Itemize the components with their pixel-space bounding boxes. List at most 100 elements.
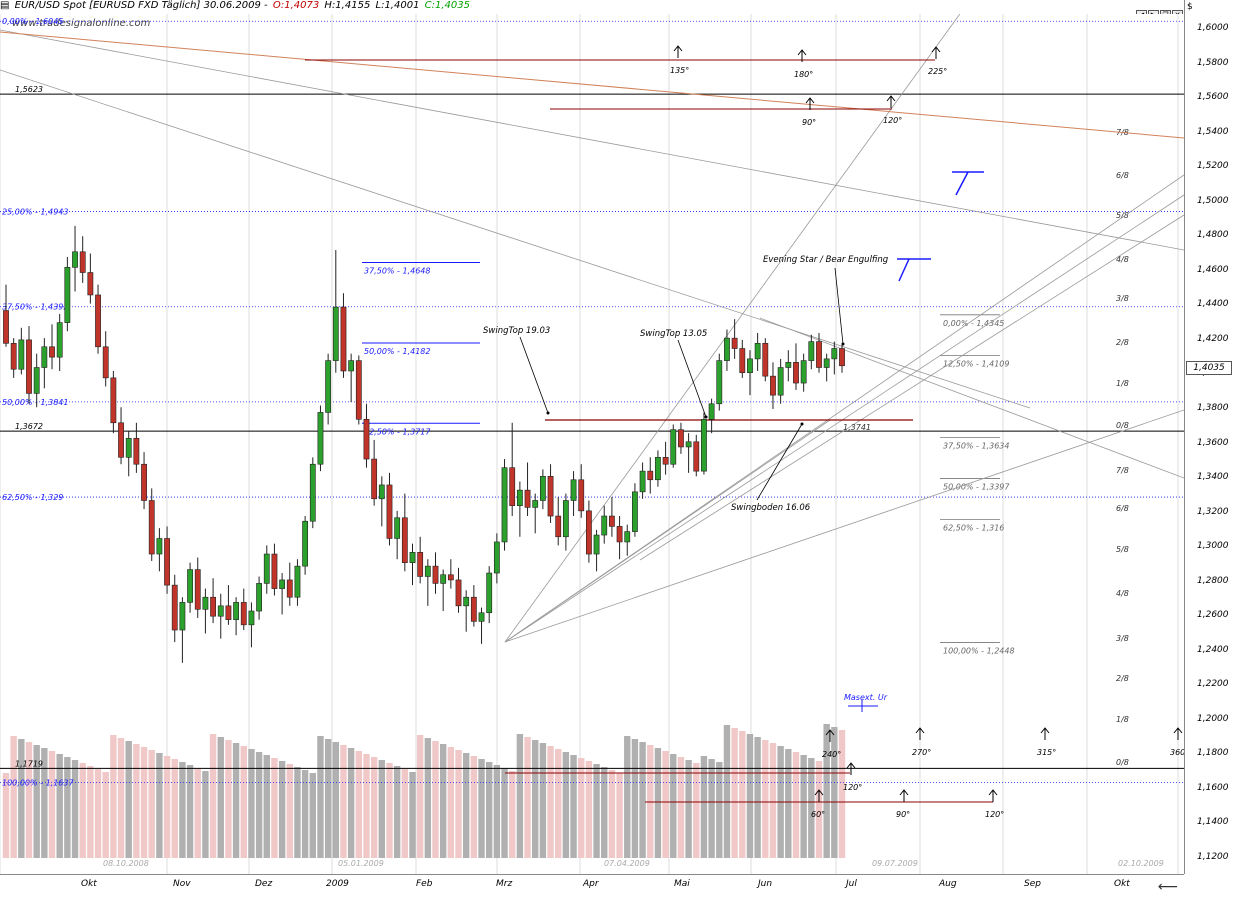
candle-body	[378, 484, 385, 500]
volume-bar	[278, 761, 286, 858]
volume-bar	[163, 756, 171, 858]
candle-body	[570, 479, 577, 501]
horizontal-level-label: 1,1719	[15, 759, 43, 768]
candle-body	[294, 565, 301, 598]
volume-bar	[593, 764, 600, 858]
volume-bar	[363, 754, 370, 858]
y-tick-label: 1,2400	[1197, 644, 1229, 655]
octave-label: 4/8	[1116, 255, 1129, 264]
candle-body	[248, 610, 255, 626]
candle-body	[609, 515, 615, 527]
horizontal-level-label: 1,3672	[15, 422, 43, 431]
candle-body	[470, 596, 477, 622]
resize-handle-icon[interactable]: ⟵	[1157, 879, 1178, 895]
arrow-head-icon	[988, 789, 998, 796]
time-axis[interactable]: ⟵	[0, 874, 1184, 907]
watermark: www.tradesignalonline.com	[12, 18, 151, 29]
gann-fan-line	[504, 194, 1184, 643]
candle-body	[3, 310, 9, 344]
volume-bar	[578, 758, 585, 858]
arrow-head-icon	[931, 46, 941, 53]
y-tick-label: 1,5600	[1197, 92, 1229, 103]
candle-body	[447, 574, 454, 581]
price-axis[interactable]: $	[1184, 0, 1234, 874]
candle-body	[302, 520, 309, 567]
candle-body	[72, 251, 78, 268]
candle-body	[179, 602, 186, 631]
volume-bar	[48, 751, 56, 858]
volume-bar	[56, 754, 63, 858]
candle-body	[332, 306, 339, 361]
candle-body	[685, 441, 692, 448]
candle-body	[808, 341, 815, 361]
candle-body	[624, 531, 631, 543]
arrow-head-icon	[704, 415, 708, 419]
y-tick-label: 1,5200	[1197, 161, 1229, 172]
candle-body	[233, 602, 239, 620]
volume-bar	[110, 735, 117, 858]
octave-label: 3/8	[1116, 634, 1129, 643]
x-tick-label: Jun	[758, 879, 773, 889]
arrow-head-icon	[841, 342, 845, 346]
fib-left-label: 0,00% - 1,6045	[2, 17, 63, 26]
window-controls: ◀▶❐✕	[1136, 2, 1184, 21]
volume-bar	[2, 773, 10, 858]
octave-label: 2/8	[1116, 338, 1129, 347]
volume-bar	[217, 737, 224, 858]
gann-fan-line	[504, 14, 961, 643]
volume-bar	[746, 734, 754, 858]
candle-body	[601, 515, 608, 536]
candle-body	[793, 362, 799, 384]
open-value: O:1,4073	[272, 0, 320, 11]
volume-bar	[501, 768, 508, 858]
volume-bar	[693, 763, 700, 858]
volume-bar	[631, 739, 639, 858]
x-tick-label: Apr	[583, 879, 599, 889]
y-tick-label: 1,1400	[1197, 817, 1229, 828]
candle-body	[371, 458, 378, 500]
y-tick-label: 1,3200	[1197, 506, 1229, 517]
volume-bar	[347, 748, 355, 858]
annotation-arrow	[756, 423, 803, 501]
candle-body	[102, 346, 109, 379]
volume-bar	[731, 728, 738, 858]
candle-body	[823, 358, 830, 368]
candle-body	[509, 467, 516, 506]
y-tick-label: 1,4400	[1197, 299, 1229, 310]
gann-fan-line	[504, 174, 1184, 643]
high-value: H:1,4155	[324, 0, 371, 11]
annotation-arrow	[677, 339, 707, 418]
y-tick-label: 1,2000	[1197, 713, 1229, 724]
volume-bar	[762, 740, 769, 858]
candle-body	[816, 341, 822, 368]
volume-bar	[33, 745, 40, 858]
volume-bar	[808, 758, 815, 858]
octave-label: 3/8	[1116, 294, 1129, 303]
volume-bar	[539, 743, 547, 858]
volume-bar	[432, 741, 439, 858]
currency-label: $	[1187, 2, 1193, 12]
candle-body	[141, 463, 147, 501]
y-tick-label: 1,2200	[1197, 679, 1229, 690]
octave-label: 5/8	[1116, 211, 1129, 220]
current-price-marker: 1,4035	[1186, 361, 1232, 376]
x-tick-label: 2009	[326, 879, 349, 889]
candle-body	[187, 569, 193, 603]
x-tick-label: Sep	[1024, 879, 1041, 889]
x-tick-label: Okt	[1114, 879, 1130, 889]
volume-bar	[670, 754, 677, 858]
volume-bar	[117, 738, 125, 858]
candle-body	[762, 343, 769, 377]
candle-body	[202, 596, 209, 610]
trend-line	[759, 317, 1184, 479]
bottom-date-label: 08.10.2008	[103, 859, 149, 868]
volume-bar	[616, 773, 623, 858]
fib-left-label: 62,50% - 1,329	[2, 493, 63, 502]
candle-body	[26, 339, 32, 394]
volume-bar	[148, 750, 155, 858]
candle-body	[417, 552, 424, 577]
volume-bar	[71, 760, 79, 858]
trend-line	[0, 69, 1031, 409]
candle-body	[10, 343, 17, 370]
